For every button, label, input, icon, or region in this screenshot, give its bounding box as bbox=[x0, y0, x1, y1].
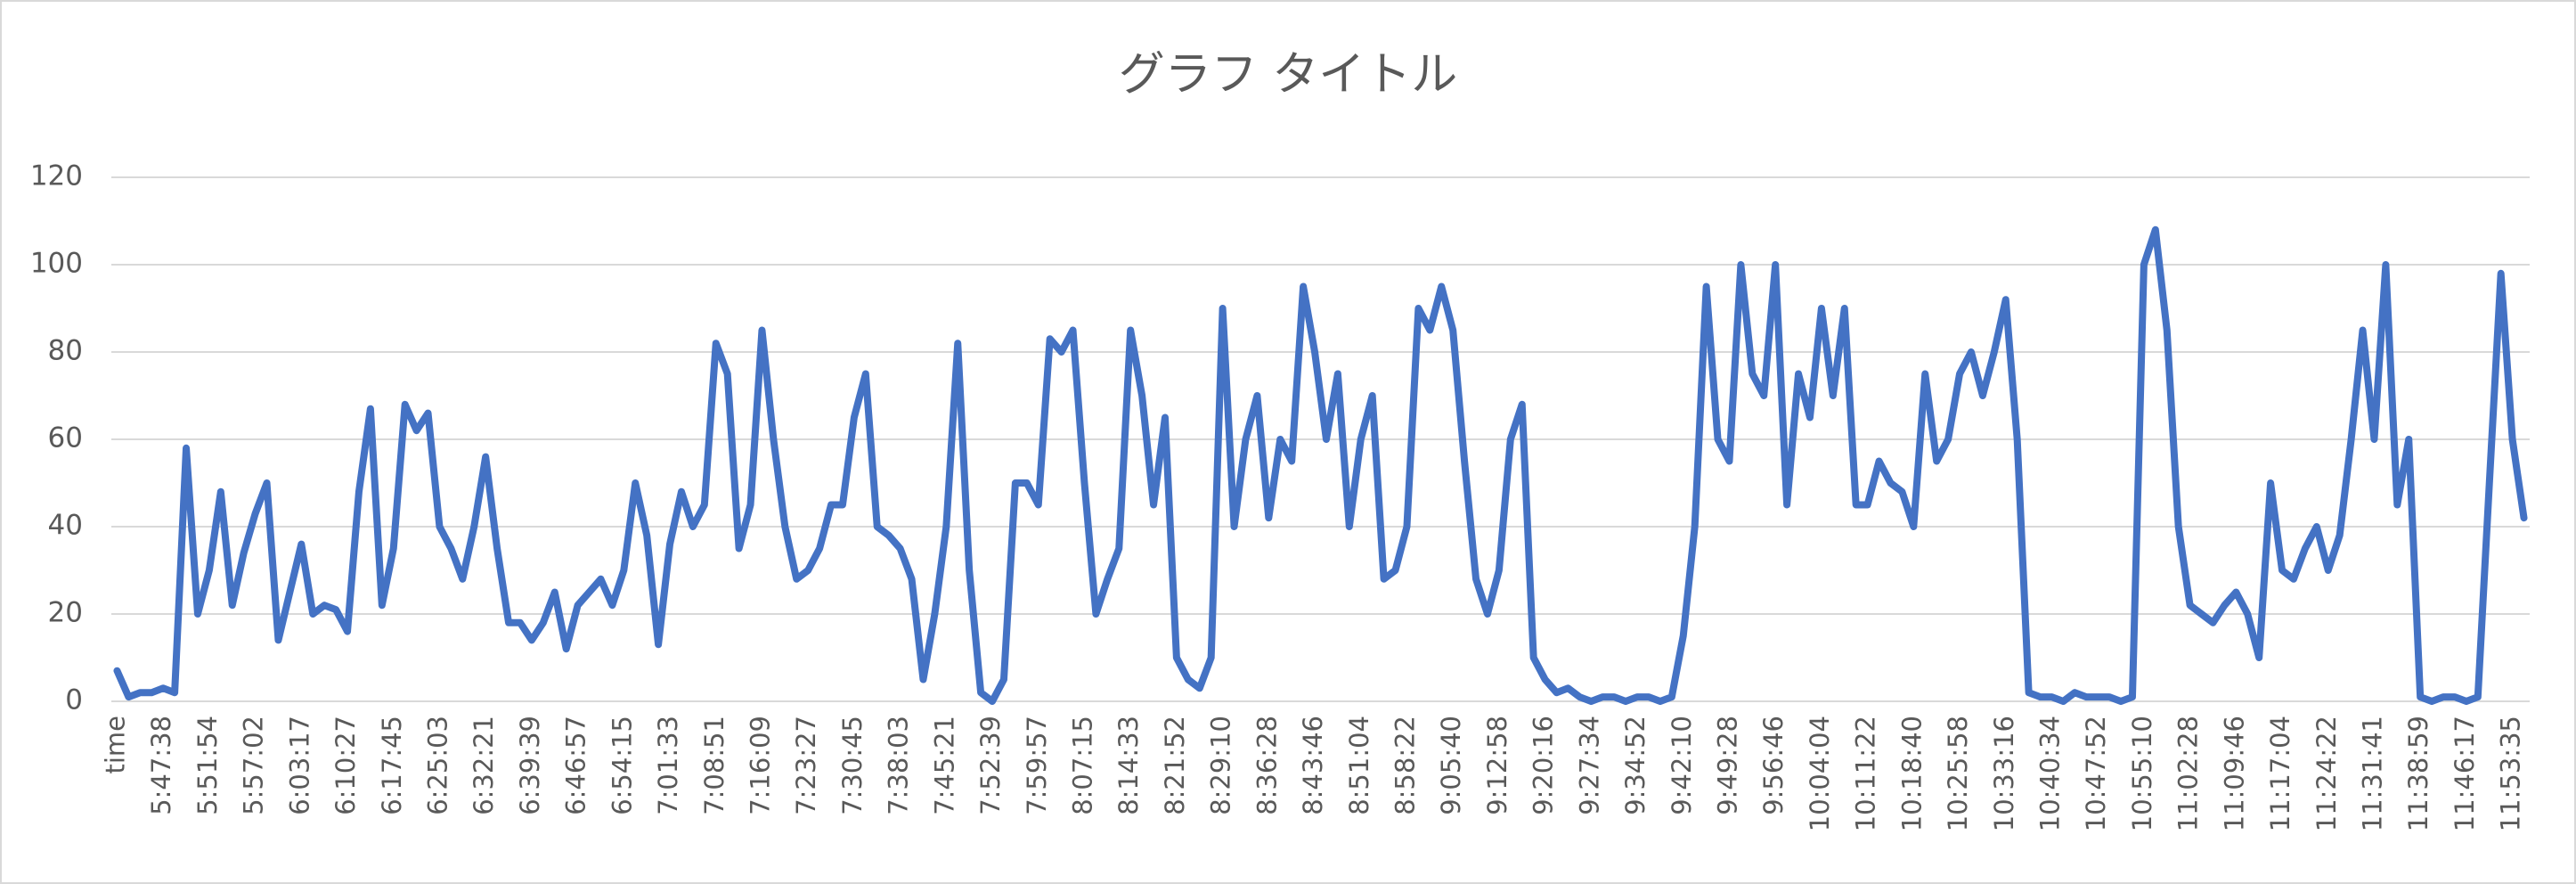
data-line bbox=[113, 225, 2528, 705]
x-tick-label: 9:27:34 bbox=[1574, 716, 1604, 815]
y-tick-label: 0 bbox=[65, 684, 83, 716]
x-tick-label: 8:29:10 bbox=[1206, 716, 1236, 815]
x-tick-label: 6:54:15 bbox=[607, 716, 637, 815]
y-tick-label: 60 bbox=[48, 422, 83, 454]
chart-title: グラフ タイトル bbox=[1119, 48, 1458, 102]
x-tick-label: 10:11:22 bbox=[1851, 716, 1881, 831]
x-tick-label: 10:25:58 bbox=[1943, 716, 1973, 831]
x-tick-label: 6:39:39 bbox=[515, 716, 545, 815]
x-tick-label: 6:10:27 bbox=[330, 716, 361, 815]
x-tick-label: 10:18:40 bbox=[1896, 716, 1927, 831]
y-tick-label: 80 bbox=[48, 335, 83, 367]
x-tick-label: 6:25:03 bbox=[422, 716, 452, 815]
y-tick-label: 40 bbox=[48, 510, 83, 542]
x-tick-label: 9:34:52 bbox=[1620, 716, 1651, 815]
x-tick-label: 10:40:34 bbox=[2034, 716, 2065, 831]
x-tick-label: 9:56:46 bbox=[1758, 716, 1789, 815]
x-tick-label: 11:02:28 bbox=[2173, 716, 2204, 831]
x-tick-label: 6:32:21 bbox=[469, 716, 499, 815]
x-tick-label: 11:24:22 bbox=[2311, 716, 2342, 831]
x-tick-label: 9:05:40 bbox=[1436, 716, 1466, 815]
x-tick-label: 7:08:51 bbox=[699, 716, 730, 815]
x-tick-label: 7:38:03 bbox=[884, 716, 914, 815]
x-tick-label: 9:20:16 bbox=[1528, 716, 1559, 815]
x-tick-label: 6:17:45 bbox=[377, 716, 407, 815]
x-tick-label: 5:51:54 bbox=[192, 716, 223, 815]
x-tick-label: 6:46:57 bbox=[561, 716, 591, 815]
x-tick-label: 9:42:10 bbox=[1667, 716, 1697, 815]
x-tick-label: 8:43:46 bbox=[1298, 716, 1328, 815]
x-tick-label: 11:46:17 bbox=[2450, 716, 2480, 831]
x-tick-label: 8:58:22 bbox=[1390, 716, 1420, 815]
x-tick-label: 7:59:57 bbox=[1022, 716, 1052, 815]
x-tick-label: 7:23:27 bbox=[791, 716, 821, 815]
x-tick-label: 9:12:58 bbox=[1482, 716, 1512, 815]
x-tick-label: 11:17:04 bbox=[2265, 716, 2295, 831]
x-tick-label: 8:51:04 bbox=[1344, 716, 1374, 815]
x-tick-label: 9:49:28 bbox=[1712, 716, 1742, 815]
x-tick-label: 8:36:28 bbox=[1251, 716, 1282, 815]
x-tick-label: 11:31:41 bbox=[2357, 716, 2387, 831]
x-tick-label: 10:47:52 bbox=[2081, 716, 2111, 831]
x-tick-label: 10:55:10 bbox=[2127, 716, 2157, 831]
y-tick-label: 100 bbox=[30, 248, 83, 280]
x-tick-label: 5:47:38 bbox=[146, 716, 176, 815]
x-tick-label: 10:04:04 bbox=[1805, 716, 1835, 831]
x-tick-label: 5:57:02 bbox=[239, 716, 269, 815]
x-tick-label: 8:07:15 bbox=[1067, 716, 1097, 815]
y-tick-label: 20 bbox=[48, 597, 83, 629]
x-tick-label: 11:38:59 bbox=[2403, 716, 2433, 831]
x-tick-label: time bbox=[100, 716, 130, 774]
x-tick-label: 8:21:52 bbox=[1160, 716, 1190, 815]
x-tick-label: 6:03:17 bbox=[284, 716, 314, 815]
x-tick-label: 7:52:39 bbox=[975, 716, 1006, 815]
x-tick-label: 7:01:33 bbox=[653, 716, 683, 815]
x-tick-label: 11:53:35 bbox=[2496, 716, 2526, 831]
x-tick-label: 7:45:21 bbox=[929, 716, 959, 815]
x-tick-label: 10:33:16 bbox=[1989, 716, 2019, 831]
x-tick-label: 8:14:33 bbox=[1113, 716, 1144, 815]
y-tick-label: 120 bbox=[30, 160, 83, 192]
x-tick-label: 7:30:45 bbox=[837, 716, 868, 815]
x-tick-label: 7:16:09 bbox=[745, 716, 775, 815]
x-tick-label: 11:09:46 bbox=[2219, 716, 2249, 831]
